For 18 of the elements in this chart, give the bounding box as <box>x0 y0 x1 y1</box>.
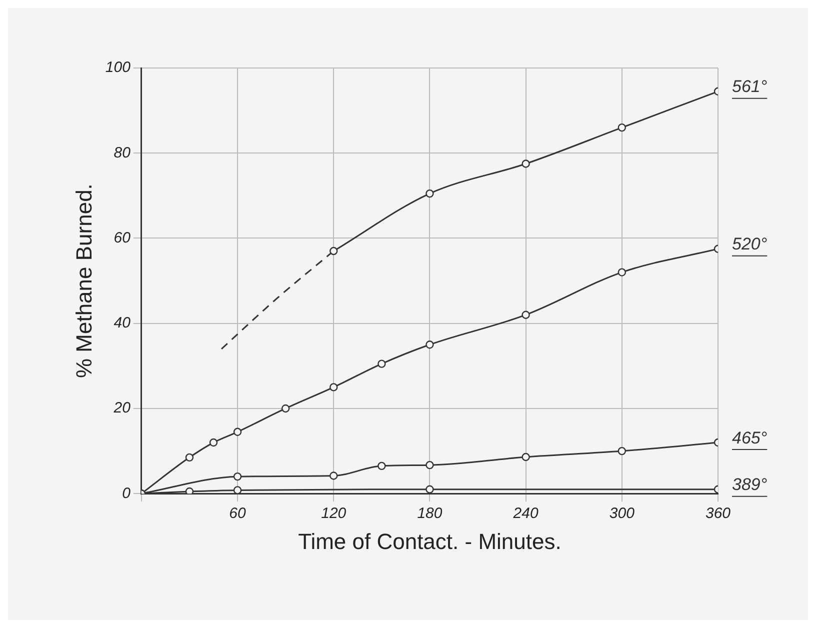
y-tick-label: 80 <box>114 144 132 162</box>
y-tick-label: 0 <box>122 484 132 502</box>
series-label: 389° <box>732 475 768 494</box>
y-tick-label: 40 <box>114 314 132 332</box>
series-label: 465° <box>732 428 768 448</box>
x-tick-label: 360 <box>705 504 732 522</box>
y-tick-label: 20 <box>112 400 132 417</box>
y-axis-title: % Methane Burned. <box>71 184 96 378</box>
x-tick-label: 300 <box>609 504 636 522</box>
y-tick-label: 100 <box>105 59 132 76</box>
x-tick-label: 120 <box>321 504 347 522</box>
x-tick-label: 240 <box>512 504 539 522</box>
y-tick-label: 60 <box>114 229 132 246</box>
x-tick-label: 180 <box>417 504 443 522</box>
series-label: 520° <box>732 234 768 254</box>
x-axis-title: Time of Contact. - Minutes. <box>298 528 562 554</box>
series-label: 561° <box>732 77 768 96</box>
x-tick-label: 60 <box>229 504 247 522</box>
